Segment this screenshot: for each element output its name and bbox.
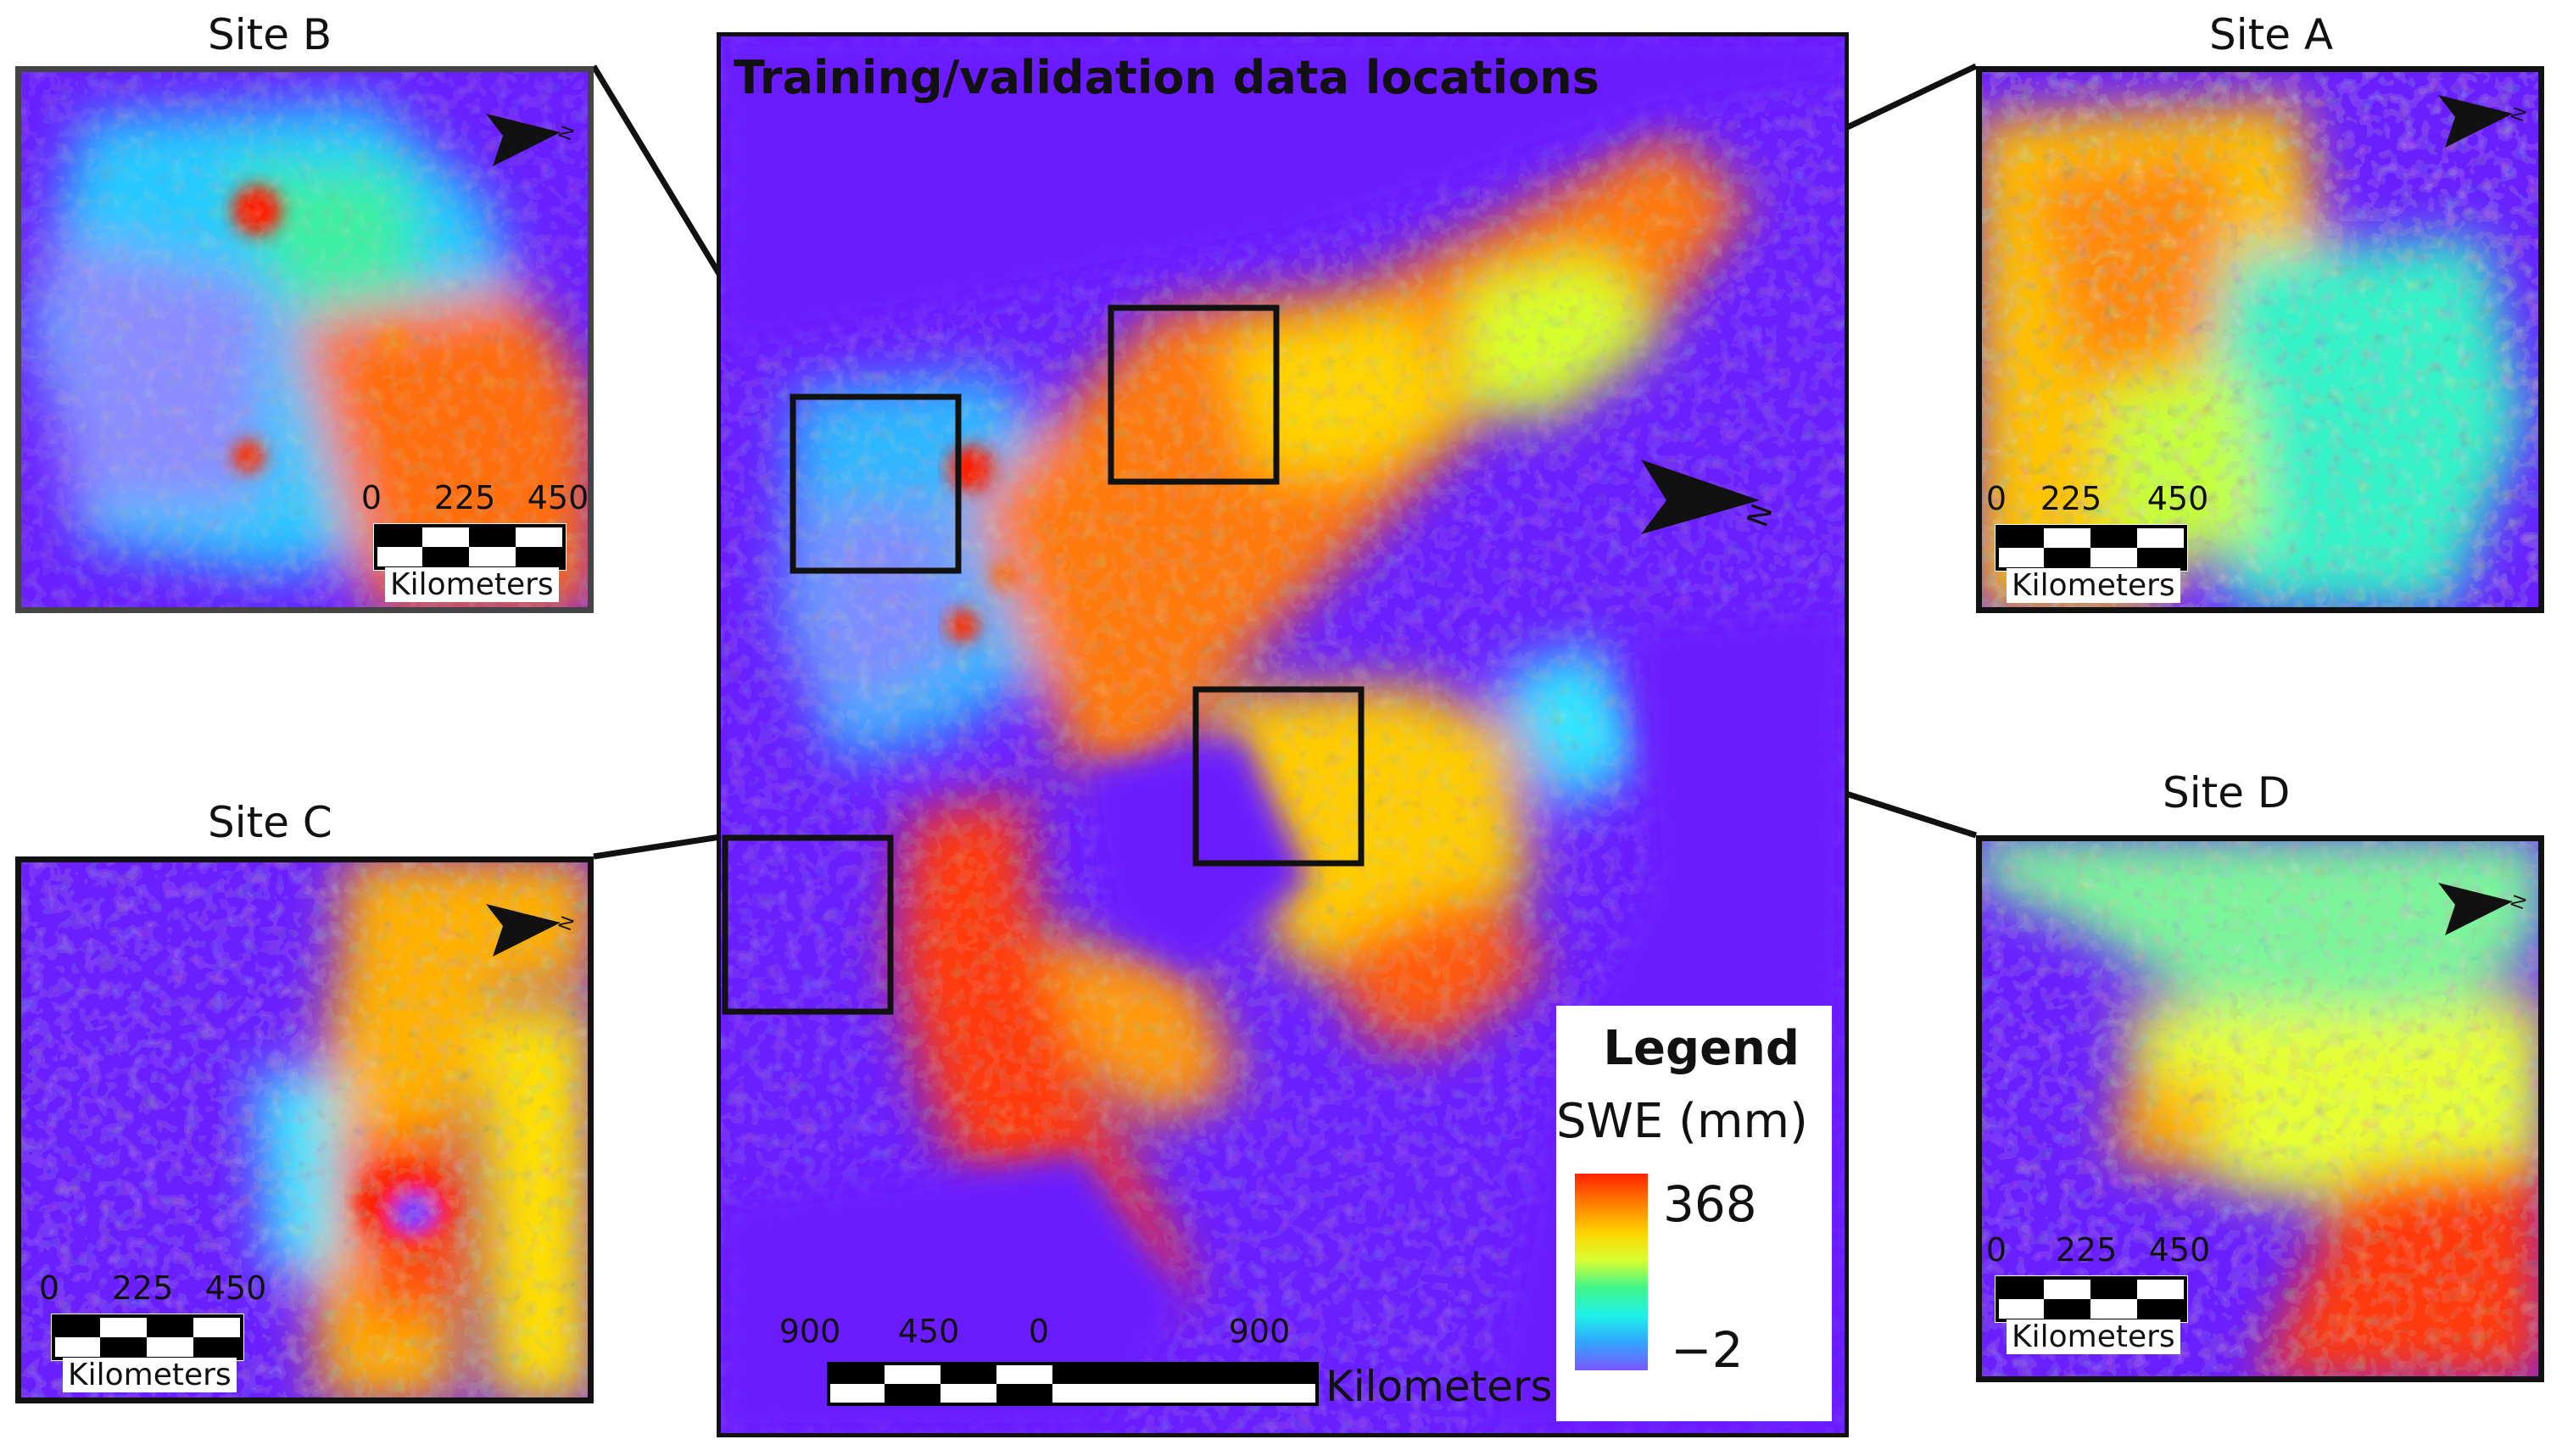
site-d-box [1192, 686, 1365, 867]
scale-tick: 225 [111, 1269, 174, 1307]
north-label: N [554, 913, 578, 933]
site-c-scale-bar: 0 225 450 Kilometers [32, 1269, 266, 1397]
scale-tick: 225 [2055, 1231, 2118, 1269]
north-label: N [2506, 892, 2531, 912]
scale-tick: 0 [360, 479, 382, 516]
scale-bar-graphic [1995, 1275, 2188, 1323]
scale-unit: Kilometers [385, 567, 559, 602]
site-a-scale-bar: 0 225 450 Kilometers [1976, 480, 2208, 607]
legend-color-ramp [1575, 1174, 1648, 1370]
legend-min-value: −2 [1671, 1321, 1744, 1379]
scale-bar-graphic [373, 523, 567, 571]
scale-tick: 450 [204, 1269, 267, 1307]
scale-unit: Kilometers [2007, 1319, 2180, 1354]
scale-unit: Kilometers [1326, 1362, 1553, 1411]
legend-max-value: 368 [1663, 1175, 1757, 1233]
legend-title: Legend [1603, 1021, 1800, 1076]
map-title: Training/validation data locations [734, 51, 1599, 104]
scale-tick: 450 [527, 479, 589, 516]
site-c-box [722, 834, 894, 1015]
scale-tick: 0 [1985, 480, 2007, 517]
north-arrow: N [1641, 449, 1780, 543]
scale-tick: 900 [779, 1313, 841, 1350]
scale-tick: 450 [2148, 1231, 2211, 1269]
north-arrow-icon: N [2438, 883, 2531, 935]
scale-tick: 225 [433, 479, 496, 516]
scale-unit: Kilometers [63, 1358, 237, 1392]
main-map: Training/validation data locations N 900… [717, 32, 1849, 1437]
scale-tick: 0 [1028, 1313, 1050, 1350]
scale-tick: 450 [2146, 480, 2209, 517]
north-arrow-icon [1641, 460, 1760, 534]
site-b-box [790, 393, 962, 574]
legend-variable: SWE (mm) [1556, 1094, 1808, 1149]
north-label: N [2506, 104, 2531, 124]
site-b-inset: N 0 225 450 Kilometers [15, 66, 594, 613]
scale-bar-graphic [51, 1314, 244, 1361]
scale-tick: 450 [897, 1313, 960, 1350]
north-label: N [554, 123, 578, 142]
site-d-inset: N 0 225 450 Kilometers [1976, 835, 2544, 1382]
swe-raster [15, 856, 594, 1403]
site-a-box [1108, 304, 1280, 485]
scale-bar-graphic [827, 1362, 1319, 1406]
site-b-label: Site B [208, 10, 332, 59]
site-d-scale-bar: 0 225 450 Kilometers [1976, 1231, 2210, 1358]
swe-raster [1976, 66, 2544, 613]
scale-tick: 225 [2040, 480, 2102, 517]
site-c-inset: N 0 225 450 Kilometers [15, 856, 594, 1403]
scale-tick: 0 [38, 1269, 60, 1307]
scale-tick: 900 [1228, 1313, 1291, 1350]
north-arrow-icon: N [2438, 95, 2531, 148]
scale-tick: 0 [1985, 1231, 2007, 1269]
site-c-label: Site C [208, 798, 332, 847]
main-scale-bar: 900 450 0 900 Kilometers [779, 1313, 1553, 1423]
legend: Legend SWE (mm) 368 −2 [1556, 1006, 1832, 1421]
site-d-label: Site D [2163, 768, 2291, 817]
site-a-label: Site A [2209, 10, 2334, 59]
site-b-scale-bar: 0 225 450 Kilometers [354, 479, 589, 606]
site-a-inset: N 0 225 450 Kilometers [1976, 66, 2544, 613]
north-arrow-icon: N [486, 114, 578, 166]
north-arrow-icon: N [486, 904, 578, 957]
scale-unit: Kilometers [2007, 568, 2180, 603]
scale-bar-graphic [1995, 524, 2188, 572]
